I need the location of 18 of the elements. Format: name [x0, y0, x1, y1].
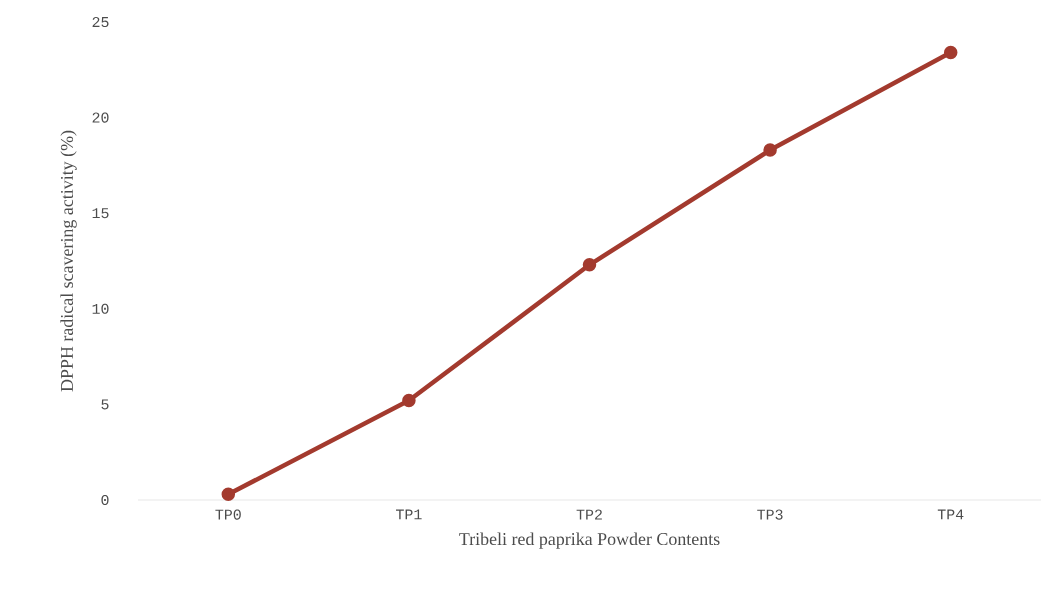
y-axis-title: DPPH radical scavering activity (%) [60, 130, 77, 392]
x-tick-label: TP1 [396, 509, 422, 520]
point [582, 258, 597, 272]
x-axis-title: Tribeli red paprika Powder Contents [459, 532, 720, 549]
y-tick-label: 20 [92, 112, 109, 123]
y-tick-label: 25 [92, 16, 109, 28]
point [943, 45, 958, 60]
y-tick-label: 10 [92, 303, 109, 314]
x-tick-label: TP0 [215, 509, 241, 520]
point [221, 487, 236, 502]
y-tick-label: 15 [92, 208, 109, 219]
y-tick-label: 5 [101, 399, 109, 410]
y-tick-label: 0 [101, 494, 109, 506]
point [763, 143, 777, 157]
point [402, 393, 416, 408]
x-tick-label: TP4 [937, 509, 964, 520]
x-tick-label: TP2 [576, 509, 602, 520]
x-tick-label: TP3 [757, 509, 783, 520]
